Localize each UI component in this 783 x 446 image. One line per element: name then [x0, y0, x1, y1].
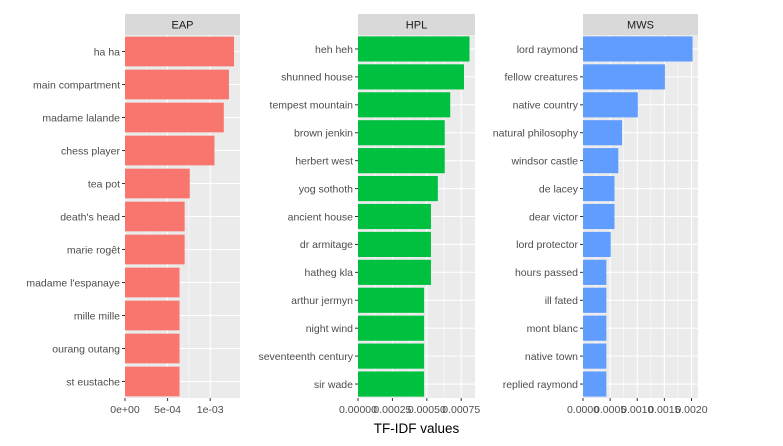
- category-label: brown jenkin: [294, 128, 353, 140]
- category-label: tempest mountain: [270, 100, 354, 112]
- bar-hpl-arthur-jermyn: [358, 287, 425, 313]
- category-label: mont blanc: [527, 323, 578, 335]
- category-label: replied raymond: [503, 379, 578, 391]
- category-label: lord raymond: [517, 44, 578, 56]
- category-label: lord protector: [516, 239, 578, 251]
- x-tick-label: 0.00025: [373, 404, 411, 416]
- bar-mws-native-town: [583, 343, 607, 369]
- bar-mws-ill-fated: [583, 287, 607, 313]
- bar-hpl-brown-jenkin: [358, 120, 445, 146]
- category-label: madame lalande: [42, 112, 120, 124]
- bar-hpl-sir-wade: [358, 371, 425, 397]
- bar-mws-windsor-castle: [583, 148, 619, 174]
- x-tick-label: 0.0010: [621, 404, 653, 416]
- category-label: windsor castle: [510, 155, 578, 167]
- category-label: seventeenth century: [258, 351, 353, 363]
- category-label: fellow creatures: [504, 72, 578, 84]
- x-tick-label: 0.00000: [339, 404, 377, 416]
- category-label: night wind: [306, 323, 353, 335]
- category-label: madame l'espanaye: [26, 277, 120, 289]
- x-tick-label: 0.0015: [648, 404, 680, 416]
- bar-mws-lord-protector: [583, 231, 611, 257]
- bar-hpl-heh-heh: [358, 36, 470, 62]
- category-label: tea pot: [88, 178, 120, 190]
- bar-hpl-night-wind: [358, 315, 425, 341]
- category-label: death's head: [60, 211, 120, 223]
- bar-hpl-herbert-west: [358, 148, 445, 174]
- x-tick-label: 0.0020: [675, 404, 707, 416]
- bar-eap-main-compartment: [125, 69, 229, 100]
- bar-mws-dear-victor: [583, 203, 615, 230]
- category-label: dr armitage: [300, 239, 353, 251]
- category-label: marie rogêt: [67, 244, 120, 256]
- category-label: shunned house: [281, 72, 353, 84]
- category-label: hatheg kla: [305, 267, 354, 279]
- category-label: arthur jermyn: [291, 295, 353, 307]
- panel-hpl: heh heh shunned house tempest mountain brow…: [258, 14, 480, 416]
- facet-title: EAP: [171, 20, 193, 32]
- bar-eap-ha-ha: [125, 36, 235, 67]
- category-label: ill fated: [545, 295, 578, 307]
- bar-eap-ourang-outang: [125, 333, 180, 364]
- category-label: main compartment: [33, 79, 120, 91]
- category-label: sir wade: [314, 379, 353, 391]
- bar-eap-madame-lalande: [125, 102, 224, 133]
- facet-title: MWS: [627, 20, 654, 32]
- x-tick-label: 0.00075: [442, 404, 480, 416]
- category-label: heh heh: [315, 44, 353, 56]
- facet-strip: [358, 14, 475, 35]
- bar-eap-marie-rog-t: [125, 234, 185, 265]
- bar-mws-hours-passed: [583, 259, 607, 285]
- bar-mws-lord-raymond: [583, 36, 693, 62]
- category-label: de lacey: [539, 183, 579, 195]
- category-label: hours passed: [515, 267, 578, 279]
- x-tick-label: 0.0005: [594, 404, 626, 416]
- category-label: st eustache: [66, 376, 120, 388]
- bar-mws-fellow-creatures: [583, 64, 665, 90]
- x-tick-label: 0e+00: [110, 404, 140, 416]
- bar-eap-st-eustache: [125, 366, 180, 397]
- bar-mws-de-lacey: [583, 176, 615, 202]
- bar-hpl-ancient-house: [358, 203, 431, 230]
- bar-hpl-tempest-mountain: [358, 92, 451, 118]
- category-label: chess player: [61, 145, 120, 157]
- panel-mws: lord raymond fellow creatures native count…: [493, 14, 708, 416]
- bar-eap-madame-l-espanaye: [125, 267, 180, 298]
- category-label: native country: [513, 100, 579, 112]
- bar-hpl-yog-sothoth: [358, 176, 438, 202]
- category-label: yog sothoth: [299, 183, 353, 195]
- bar-eap-death-s-head: [125, 201, 185, 232]
- bar-mws-natural-philosophy: [583, 120, 623, 146]
- bar-mws-replied-raymond: [583, 371, 607, 397]
- category-label: natural philosophy: [493, 128, 579, 140]
- category-label: ourang outang: [52, 343, 120, 355]
- bar-hpl-shunned-house: [358, 64, 464, 90]
- x-tick-label: 0.00050: [408, 404, 446, 416]
- bar-mws-native-country: [583, 92, 638, 118]
- facet-strip: [125, 14, 240, 35]
- bar-eap-mille-mille: [125, 300, 180, 331]
- bar-hpl-dr-armitage: [358, 231, 431, 257]
- x-tick-label: 1e-03: [197, 404, 224, 416]
- x-tick-label: 0.0000: [567, 404, 599, 416]
- facet-strip: [583, 14, 698, 35]
- bar-hpl-hatheg-kla: [358, 259, 431, 285]
- category-label: herbert west: [295, 155, 353, 167]
- facet-title: HPL: [406, 20, 427, 32]
- x-axis-title: TF-IDF values: [374, 421, 460, 436]
- category-label: dear victor: [529, 211, 579, 223]
- category-label: native town: [525, 351, 578, 363]
- category-label: ancient house: [288, 211, 354, 223]
- panel-eap: ha ha main compartment madame lalande chess…: [26, 14, 240, 416]
- bar-hpl-seventeenth-century: [358, 343, 425, 369]
- bar-eap-chess-player: [125, 135, 215, 166]
- category-label: mille mille: [74, 310, 120, 322]
- bar-eap-tea-pot: [125, 168, 190, 199]
- bar-mws-mont-blanc: [583, 315, 607, 341]
- category-label: ha ha: [94, 46, 120, 58]
- x-tick-label: 5e-04: [154, 404, 181, 416]
